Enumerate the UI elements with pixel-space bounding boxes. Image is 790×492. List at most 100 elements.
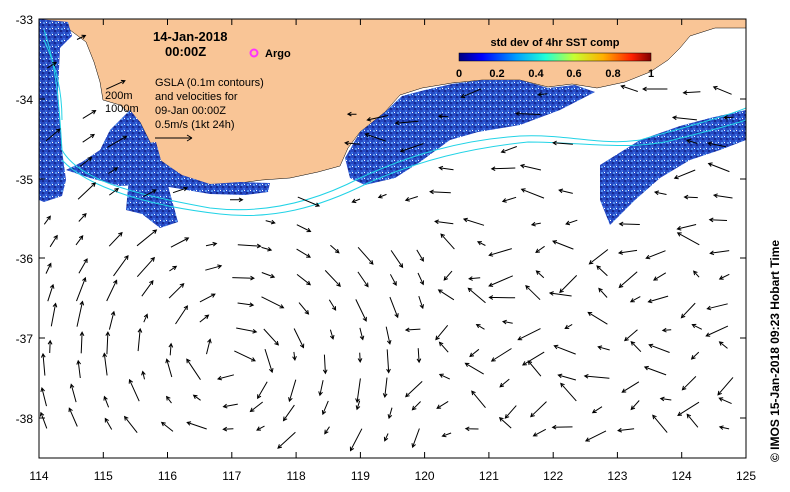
velocity-arrow-icon [617, 249, 638, 255]
velocity-arrow-icon [263, 328, 280, 346]
velocity-arrow-icon [359, 327, 365, 341]
velocity-arrow-icon [165, 358, 173, 378]
velocity-arrow-icon [232, 275, 255, 281]
velocity-arrow-icon [490, 348, 512, 362]
colorbar-tick: 0.6 [566, 68, 581, 80]
velocity-arrow-icon [707, 162, 730, 173]
velocity-arrow-icon [79, 331, 85, 354]
velocity-arrow-icon [175, 305, 188, 325]
velocity-arrow-icon [522, 351, 545, 366]
velocity-arrow-icon [647, 295, 669, 304]
velocity-arrow-icon [690, 351, 700, 360]
velocity-arrow-icon [186, 421, 207, 430]
velocity-arrow-icon [723, 115, 734, 120]
y-tick: -37 [16, 332, 34, 346]
x-tick: 114 [29, 469, 48, 483]
velocity-arrow-icon [673, 169, 696, 180]
velocity-arrow-icon [102, 352, 108, 376]
velocity-arrow-icon [237, 302, 255, 308]
colorbar [458, 52, 652, 62]
velocity-arrow-icon [68, 407, 78, 427]
velocity-arrow-icon [683, 194, 698, 200]
velocity-arrow-icon [106, 279, 118, 302]
velocity-arrow-icon [390, 250, 404, 269]
velocity-arrow-icon [82, 133, 95, 143]
plot-frame [38, 18, 747, 459]
isobaths [43, 29, 746, 217]
argo-marker-icon [249, 48, 259, 58]
velocity-arrow-icon [598, 287, 608, 298]
velocity-arrow-icon [75, 235, 84, 246]
velocity-arrow-icon [405, 381, 423, 398]
velocity-arrow-icon [261, 272, 276, 279]
velocity-arrow-icon [617, 427, 635, 433]
velocity-arrow-icon [411, 401, 421, 411]
velocity-arrow-icon [437, 289, 455, 301]
colorbar-tick: 0.8 [605, 68, 620, 80]
velocity-arrow-icon [718, 273, 730, 280]
velocity-arrow-icon [377, 193, 387, 199]
velocity-arrow-icon [383, 433, 389, 442]
velocity-arrows [39, 34, 734, 452]
velocity-arrow-icon [77, 182, 97, 200]
isobath-label-200m: 200m [105, 90, 133, 102]
velocity-arrow-icon [105, 331, 111, 355]
velocity-arrow-icon [355, 299, 367, 322]
velocity-arrow-icon [677, 401, 700, 416]
velocity-arrow-icon [676, 224, 697, 231]
velocity-arrow-icon [552, 140, 573, 146]
map-date: 14-Jan-2018 [153, 29, 227, 44]
velocity-arrow-icon [499, 378, 510, 388]
velocity-arrow-icon [629, 296, 641, 303]
velocity-arrow-icon [717, 377, 734, 396]
x-tick: 116 [158, 469, 177, 483]
velocity-arrow-icon [136, 256, 155, 278]
velocity-arrow-icon [548, 291, 572, 297]
y-tick: -33 [16, 13, 34, 27]
velocity-arrow-icon [643, 365, 667, 376]
velocity-arrow-icon [321, 400, 329, 416]
velocity-arrow-icon [109, 187, 120, 196]
velocity-arrow-icon [172, 186, 189, 194]
velocity-arrow-icon [438, 373, 451, 380]
velocity-arrow-icon [399, 143, 424, 153]
velocity-arrow-icon [136, 229, 158, 247]
velocity-arrow-icon [500, 146, 517, 154]
velocity-arrow-icon [76, 34, 87, 40]
velocity-arrow-icon [45, 262, 52, 274]
velocity-arrow-icon [349, 428, 363, 452]
velocity-arrow-icon [504, 405, 517, 419]
velocity-arrow-icon [344, 140, 360, 146]
velocity-arrow-icon [205, 241, 218, 247]
velocity-arrow-icon [389, 274, 397, 287]
velocity-arrow-icon [404, 196, 418, 202]
x-tick: 117 [222, 469, 241, 483]
velocity-arrow-icon [40, 352, 46, 376]
velocity-arrow-icon [551, 424, 573, 430]
gsla-line: 0.5m/s (1kt 24h) [155, 119, 234, 131]
velocity-arrow-icon [389, 296, 399, 319]
x-tick: 115 [94, 469, 113, 483]
velocity-arrow-icon [525, 285, 541, 301]
velocity-arrow-icon [76, 276, 87, 302]
velocity-arrow-icon [394, 120, 419, 126]
velocity-arrow-icon [469, 348, 480, 358]
velocity-arrow-icon [648, 343, 670, 353]
velocity-arrow-icon [416, 249, 424, 262]
velocity-arrow-icon [165, 395, 172, 404]
velocity-arrow-icon [329, 329, 335, 340]
velocity-arrow-icon [565, 219, 578, 226]
velocity-arrow-icon [385, 326, 392, 345]
velocity-arrow-icon [186, 358, 201, 380]
velocity-arrow-icon [642, 86, 668, 92]
velocity-arrow-icon [475, 323, 485, 330]
velocity-arrow-icon [693, 270, 700, 278]
velocity-arrow-icon [498, 417, 512, 429]
velocity-arrow-icon [443, 270, 453, 281]
velocity-arrow-icon [199, 293, 216, 303]
velocity-arrow-icon [436, 400, 449, 409]
colorbar-tick: 0 [456, 68, 462, 80]
velocity-arrow-icon [47, 339, 53, 354]
velocity-arrow-icon [519, 163, 542, 171]
velocity-arrow-icon [296, 248, 311, 258]
